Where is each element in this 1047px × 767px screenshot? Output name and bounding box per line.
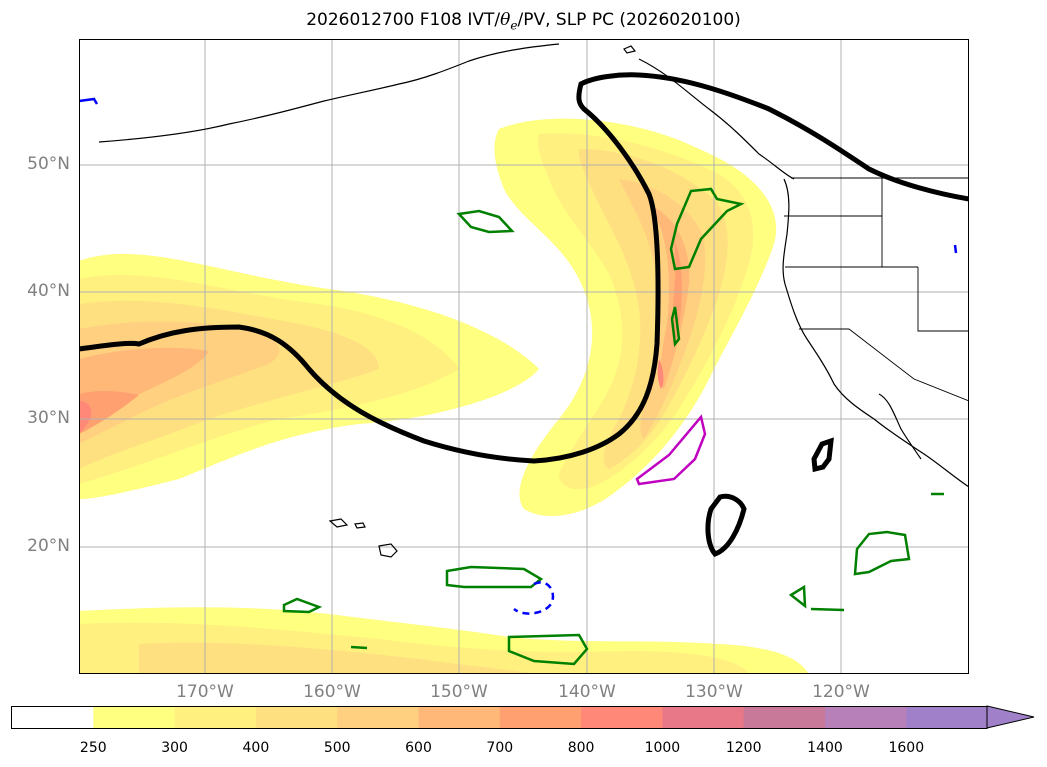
colorbar-tick-label: 1200 bbox=[725, 740, 762, 756]
colorbar-tick-label: 300 bbox=[161, 740, 188, 756]
lon-label-140w: 140°W bbox=[558, 682, 616, 702]
colorbar-cell bbox=[906, 707, 989, 728]
map-frame bbox=[79, 39, 969, 674]
figure-title: 2026012700 F108 IVT/θe/PV, SLP PC (20260… bbox=[306, 10, 741, 33]
ivt-plume-ar bbox=[494, 118, 777, 517]
colorbar-cell bbox=[743, 707, 826, 728]
colorbar-cell bbox=[174, 707, 257, 728]
map-panel bbox=[79, 39, 969, 674]
colorbar-frame bbox=[11, 706, 988, 729]
colorbar-cell bbox=[255, 707, 338, 728]
colorbar-cell bbox=[12, 707, 94, 728]
colorbar-cell bbox=[93, 707, 176, 728]
colorbar-cell bbox=[581, 707, 663, 728]
lon-label-150w: 150°W bbox=[430, 682, 488, 702]
colorbar-tick-label: 1600 bbox=[888, 740, 925, 756]
colorbar-tick-label: 500 bbox=[323, 740, 351, 756]
colorbar-tick-label: 700 bbox=[486, 740, 514, 756]
theta-e-contour bbox=[635, 414, 707, 486]
lat-label-30: 30°N bbox=[27, 408, 70, 428]
ivt-south-band bbox=[79, 607, 809, 674]
lat-label-40: 40°N bbox=[27, 281, 70, 301]
slp-contours bbox=[79, 72, 969, 557]
political-borders bbox=[784, 177, 969, 402]
colorbar bbox=[11, 705, 1035, 729]
ivt-plume-west bbox=[79, 253, 539, 499]
lon-label-130w: 130°W bbox=[685, 682, 743, 702]
lon-label-120w: 120°W bbox=[812, 682, 870, 702]
colorbar-cell bbox=[337, 707, 419, 728]
colorbar-tick-label: 1400 bbox=[807, 740, 843, 756]
colorbar-tick-label: 250 bbox=[79, 740, 107, 756]
colorbar-cell bbox=[662, 707, 745, 728]
map-svg bbox=[79, 39, 969, 674]
lat-label-20: 20°N bbox=[27, 536, 70, 556]
colorbar-cell bbox=[418, 707, 501, 728]
lon-label-170w: 170°W bbox=[176, 682, 234, 702]
lat-label-50: 50°N bbox=[27, 154, 70, 174]
colorbar-cell bbox=[825, 707, 907, 728]
pv-contours bbox=[282, 187, 944, 666]
colorbar-extend-arrow bbox=[986, 705, 1035, 729]
coastlines bbox=[98, 43, 969, 558]
colorbar-tick-label: 1000 bbox=[644, 740, 681, 756]
colorbar-tick-label: 800 bbox=[567, 740, 595, 756]
colorbar-tick-label: 600 bbox=[405, 740, 432, 756]
colorbar-cell bbox=[499, 707, 582, 728]
colorbar-tick-label: 400 bbox=[242, 740, 270, 756]
lon-label-160w: 160°W bbox=[303, 682, 361, 702]
